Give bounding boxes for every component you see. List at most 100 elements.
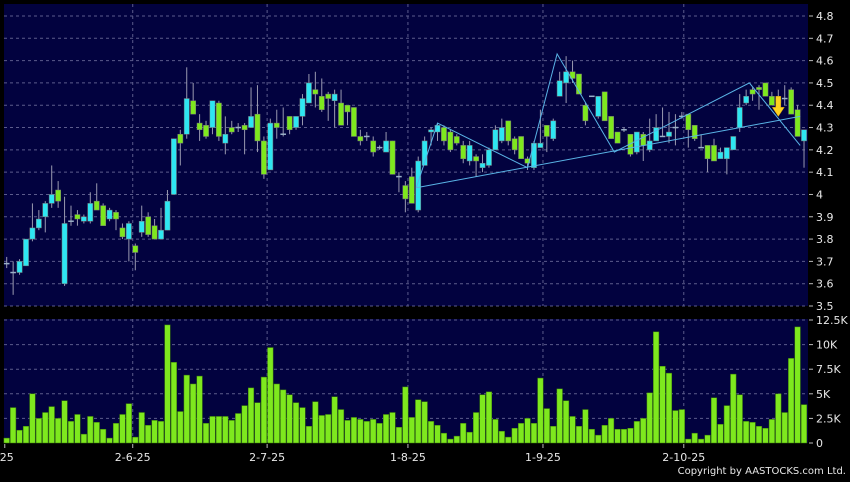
candle-body: [743, 96, 749, 104]
candle-body: [151, 225, 158, 240]
candle: [453, 134, 460, 146]
volume-bar: [87, 416, 94, 444]
candle: [582, 103, 589, 126]
candle: [698, 134, 704, 149]
volume-bar: [556, 388, 563, 444]
candle-body: [81, 216, 87, 222]
volume-bar: [235, 413, 242, 444]
candle-body: [749, 89, 756, 95]
volume-bar: [537, 377, 544, 444]
candle-body: [87, 203, 94, 222]
volume-bar: [80, 433, 87, 444]
candle: [447, 129, 454, 153]
candle: [344, 104, 351, 126]
candle: [42, 201, 49, 233]
candle-body: [543, 125, 550, 137]
candle: [357, 129, 364, 146]
candle-body: [769, 96, 775, 106]
candle-body: [794, 109, 801, 137]
volume-bar: [492, 419, 499, 444]
candle-body: [736, 107, 743, 128]
volume-bar: [653, 331, 660, 444]
volume-bar: [119, 414, 126, 444]
volume-bar: [460, 423, 467, 444]
candle-body: [126, 223, 132, 240]
grid-lines: [4, 4, 808, 443]
volume-bar: [254, 402, 261, 444]
candle: [801, 129, 807, 168]
volume-bar: [247, 387, 255, 444]
candle: [781, 85, 788, 106]
candle: [48, 165, 55, 208]
volume-bar: [794, 326, 801, 444]
candle-body: [209, 100, 216, 128]
candle-body: [711, 145, 717, 162]
candle-body: [312, 89, 319, 95]
candle-body: [531, 142, 537, 168]
candle: [769, 91, 775, 106]
volume-tick-label: 7.5K: [816, 363, 841, 376]
candle: [408, 167, 415, 204]
volume-bar: [228, 420, 235, 444]
volume-bar: [511, 427, 518, 444]
candle: [691, 125, 698, 141]
candle: [498, 118, 505, 144]
volume-bar: [42, 412, 49, 444]
candle-body: [762, 82, 769, 97]
volume-bar: [743, 421, 750, 444]
volume-bars: [3, 324, 808, 444]
candlesticks: [3, 56, 807, 295]
candle-body: [441, 127, 447, 142]
volume-bar: [672, 410, 679, 444]
volume-bar: [350, 417, 357, 444]
volume-tick-label: 10K: [816, 339, 838, 352]
volume-bar: [48, 406, 55, 444]
candle-body: [196, 122, 203, 131]
price-tick-label: 4.2: [816, 144, 834, 157]
volume-bar: [74, 414, 81, 444]
support-trendline: [416, 115, 801, 189]
candle: [363, 132, 370, 141]
candle: [556, 71, 563, 97]
price-panel: [4, 4, 808, 306]
candle: [312, 71, 319, 108]
candle: [23, 238, 29, 267]
candle-body: [357, 136, 364, 142]
candle: [306, 74, 312, 104]
volume-bar: [428, 421, 435, 444]
volume-bar: [665, 372, 673, 444]
candle-body: [145, 216, 152, 235]
volume-bar: [170, 362, 177, 444]
candle-body: [466, 145, 473, 162]
volume-tick-label: 12.5K: [816, 314, 848, 327]
candle: [248, 87, 254, 128]
volume-bar: [685, 438, 692, 444]
candle-body: [183, 98, 190, 135]
candle: [724, 147, 730, 175]
price-tick-label: 3.5: [816, 300, 834, 313]
volume-bar: [473, 412, 480, 444]
candle-body: [228, 127, 235, 133]
candle-body: [177, 133, 184, 144]
candle: [61, 196, 68, 286]
candle-body: [473, 156, 479, 162]
volume-bar: [157, 421, 165, 444]
price-tick-label: 4.5: [816, 77, 834, 90]
volume-bar: [312, 401, 319, 444]
volume-bar: [376, 423, 383, 444]
candle: [164, 190, 171, 231]
volume-bar: [305, 426, 312, 444]
candle: [601, 91, 608, 122]
price-tick-label: 4.8: [816, 10, 834, 23]
volume-bar: [627, 427, 634, 444]
candle-body: [338, 102, 344, 126]
volume-bar: [299, 407, 306, 444]
candle-body: [132, 245, 139, 253]
candle: [119, 223, 126, 240]
candle: [543, 125, 550, 153]
volume-bar: [190, 383, 197, 444]
volume-bar: [800, 404, 808, 444]
candle-body: [389, 140, 396, 175]
candle-body: [23, 238, 29, 267]
candle: [466, 140, 473, 166]
